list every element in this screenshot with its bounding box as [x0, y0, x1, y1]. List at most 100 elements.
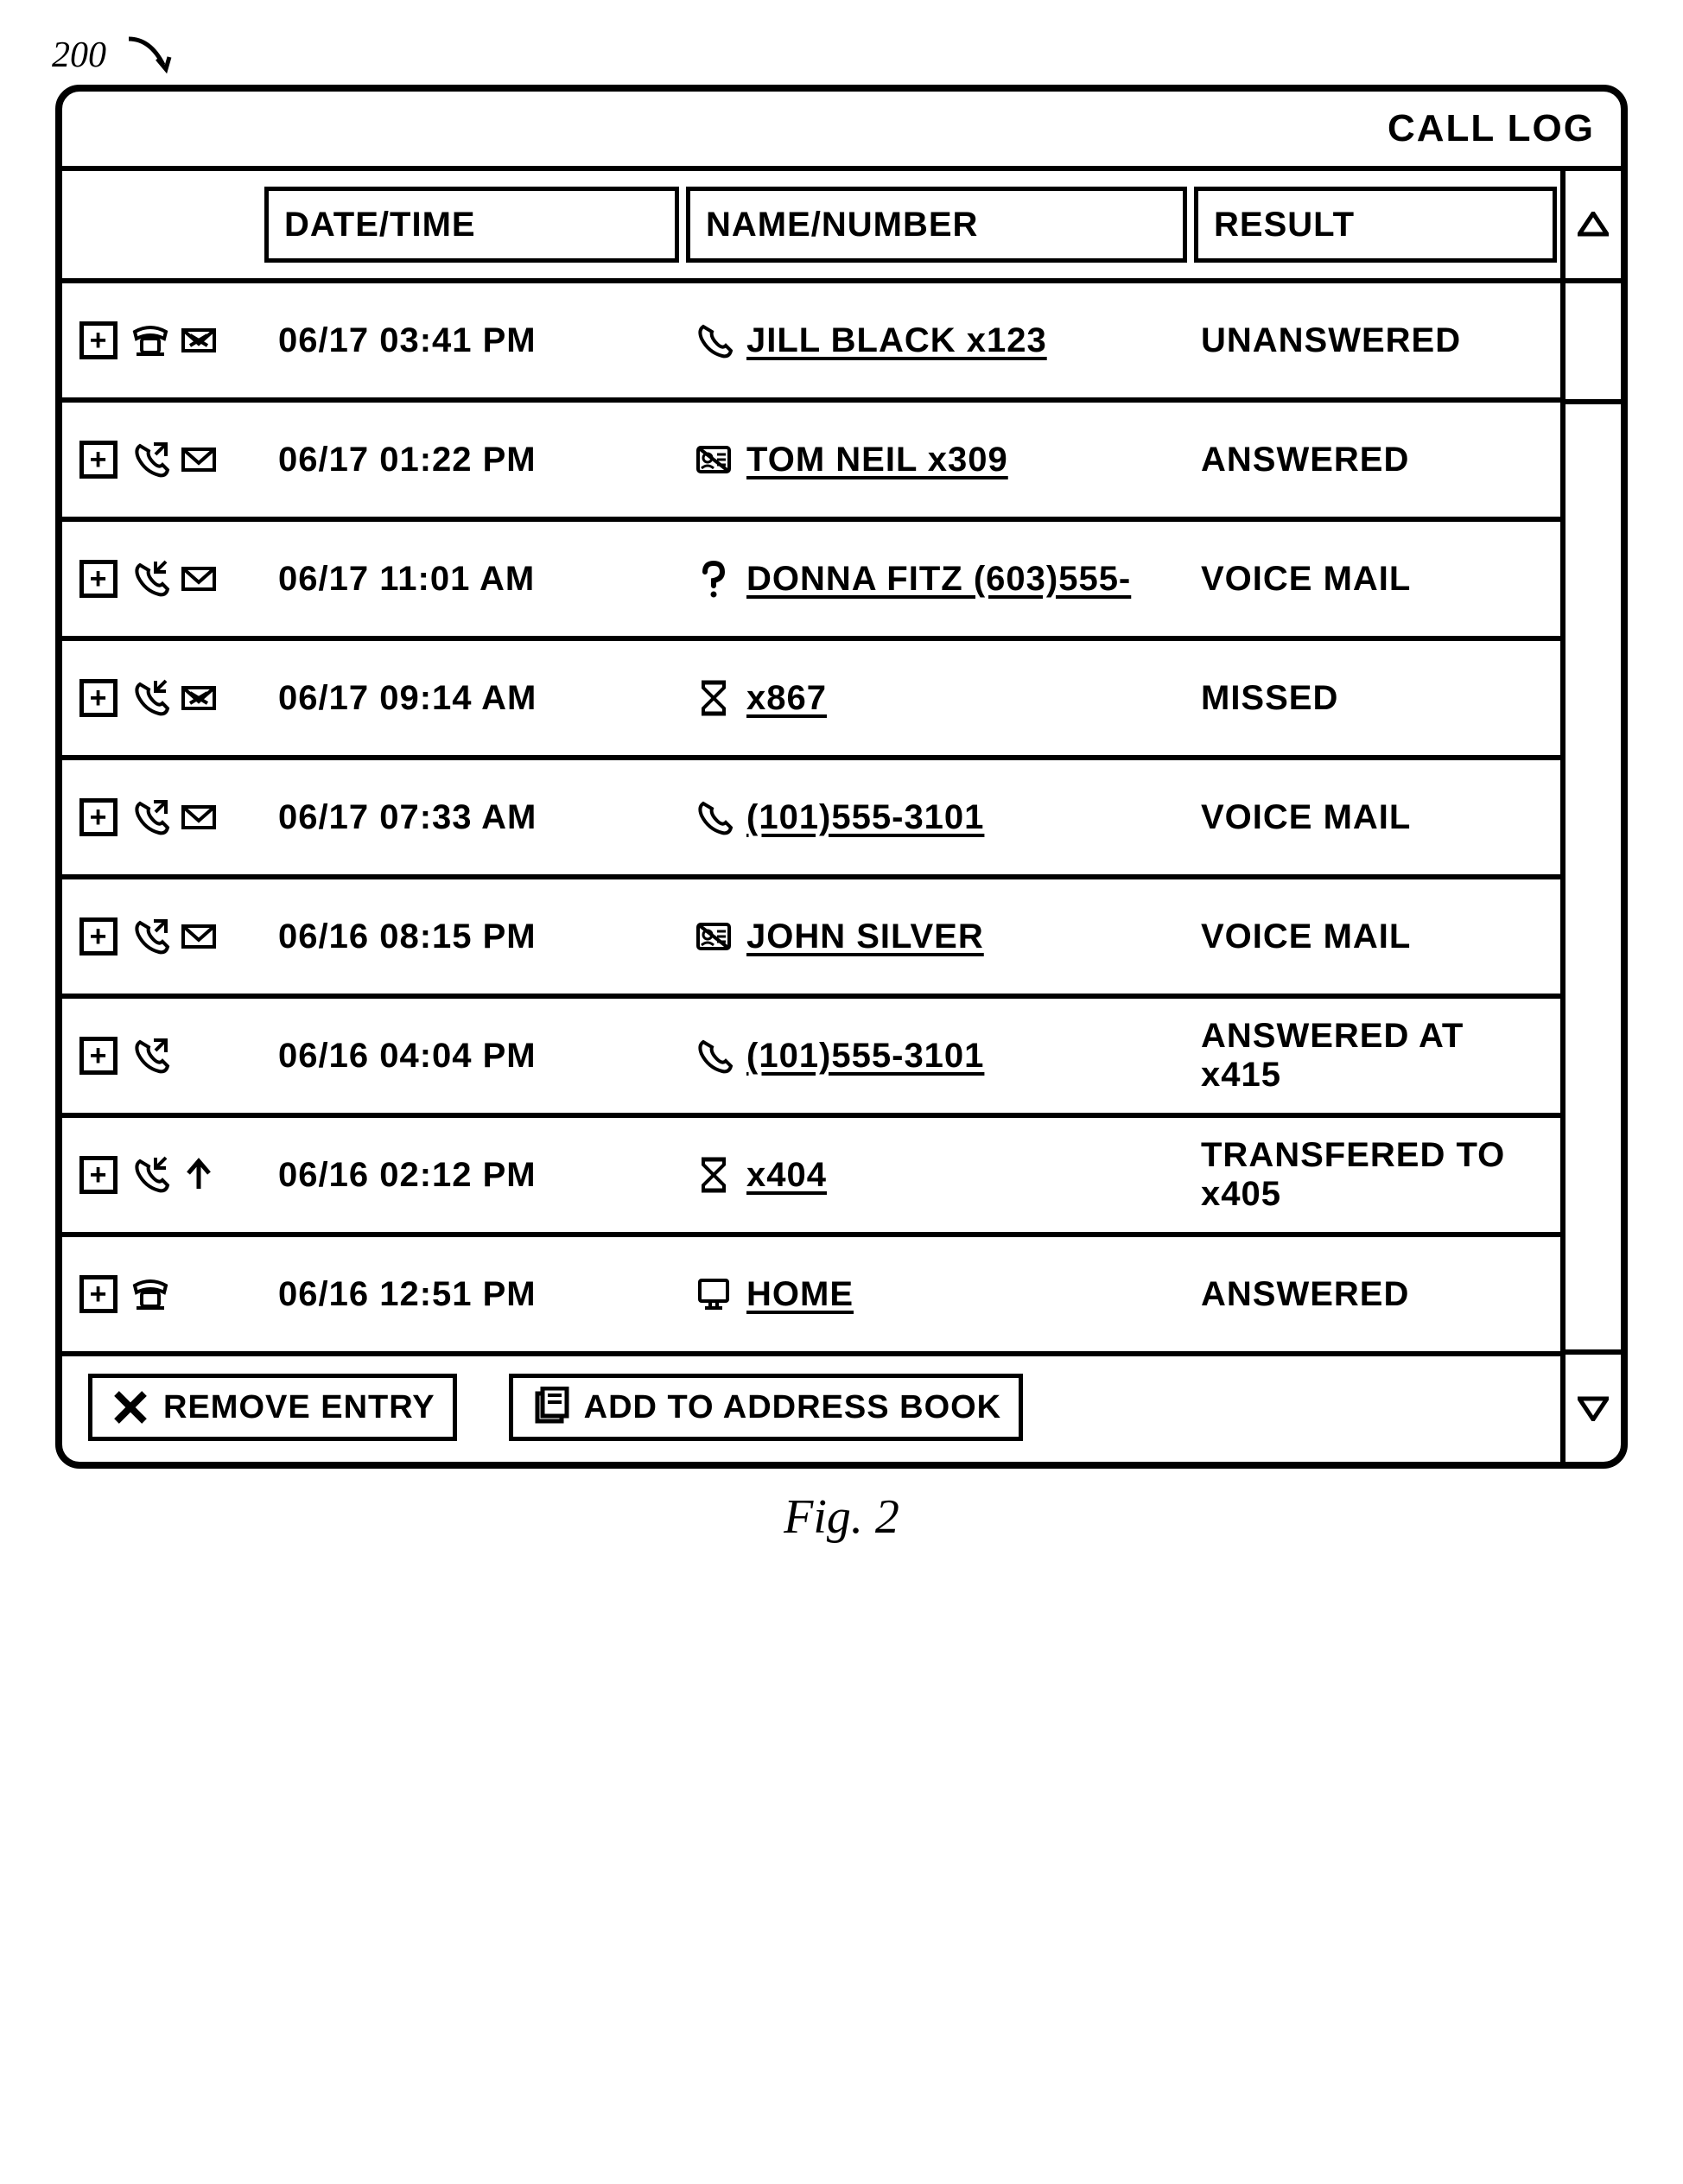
- row-icons: +: [69, 320, 268, 361]
- row-date: 06/16 12:51 PM: [268, 1275, 683, 1314]
- handset-out-icon: [130, 916, 171, 957]
- arrow-up-icon: [178, 1154, 219, 1196]
- row-date: 06/17 01:22 PM: [268, 441, 683, 479]
- row-name[interactable]: (101)555-3101: [683, 797, 1191, 838]
- add-to-address-book-button[interactable]: ADD TO ADDRESS BOOK: [509, 1374, 1023, 1441]
- row-icons: +: [69, 1154, 268, 1196]
- mail-x-icon: [178, 320, 219, 361]
- call-log-main: DATE/TIME NAME/NUMBER RESULT +06/17 03:4…: [62, 171, 1560, 1462]
- row-name[interactable]: x404: [683, 1154, 1191, 1196]
- header-result[interactable]: RESULT: [1194, 187, 1557, 263]
- vertical-scrollbar[interactable]: [1560, 171, 1621, 1462]
- expand-button[interactable]: +: [79, 321, 117, 359]
- mail-icon: [178, 916, 219, 957]
- call-log-row[interactable]: +06/17 07:33 AM (101)555-3101 VOICE MAIL: [62, 760, 1560, 879]
- handset-icon: [693, 320, 734, 361]
- header-name[interactable]: NAME/NUMBER: [686, 187, 1187, 263]
- call-log-row[interactable]: +06/17 11:01 AM DONNA FITZ (603)555- VOICE…: [62, 522, 1560, 641]
- table-header: DATE/TIME NAME/NUMBER RESULT: [62, 171, 1560, 283]
- expand-button[interactable]: +: [79, 679, 117, 717]
- name-text: DONNA FITZ (603)555-: [746, 560, 1131, 599]
- name-text: (101)555-3101: [746, 798, 984, 837]
- figure-reference: 200: [52, 35, 1648, 78]
- row-name[interactable]: x867: [683, 677, 1191, 719]
- row-name[interactable]: TOM NEIL x309: [683, 439, 1191, 480]
- monitor-icon: [693, 1273, 734, 1315]
- row-result: VOICE MAIL: [1191, 560, 1553, 599]
- row-result: TRANSFERED TO x405: [1191, 1136, 1553, 1214]
- remove-entry-button[interactable]: REMOVE ENTRY: [88, 1374, 457, 1441]
- row-date: 06/16 02:12 PM: [268, 1156, 683, 1195]
- question-icon: [693, 558, 734, 600]
- expand-button[interactable]: +: [79, 1037, 117, 1075]
- row-date: 06/17 07:33 AM: [268, 798, 683, 837]
- handset-in-icon: [130, 1154, 171, 1196]
- expand-button[interactable]: +: [79, 560, 117, 598]
- handset-icon: [693, 797, 734, 838]
- mail-icon: [178, 797, 219, 838]
- handset-out-icon: [130, 797, 171, 838]
- call-log-row[interactable]: +06/16 08:15 PM JOHN SILVER VOICE MAIL: [62, 879, 1560, 999]
- call-log-row[interactable]: +06/17 01:22 PM TOM NEIL x309 ANSWERED: [62, 403, 1560, 522]
- mail-icon: [178, 439, 219, 480]
- x-icon: [110, 1387, 151, 1428]
- row-result: VOICE MAIL: [1191, 798, 1553, 837]
- row-name[interactable]: HOME: [683, 1273, 1191, 1315]
- row-date: 06/17 11:01 AM: [268, 560, 683, 599]
- name-text: x867: [746, 679, 827, 718]
- handset-out-icon: [130, 439, 171, 480]
- call-log-row[interactable]: +06/17 09:14 AM x867 MISSED: [62, 641, 1560, 760]
- name-text: JILL BLACK x123: [746, 321, 1047, 360]
- row-date: 06/17 03:41 PM: [268, 321, 683, 360]
- row-result: VOICE MAIL: [1191, 917, 1553, 956]
- expand-button[interactable]: +: [79, 917, 117, 956]
- scroll-down-button[interactable]: [1566, 1349, 1621, 1462]
- call-log-row[interactable]: +06/16 04:04 PM(101)555-3101ANSWERED AT …: [62, 999, 1560, 1118]
- row-name[interactable]: DONNA FITZ (603)555-: [683, 558, 1191, 600]
- expand-button[interactable]: +: [79, 1156, 117, 1194]
- row-icons: +: [69, 1035, 268, 1076]
- row-icons: +: [69, 797, 268, 838]
- row-name[interactable]: (101)555-3101: [683, 1035, 1191, 1076]
- name-text: TOM NEIL x309: [746, 441, 1008, 479]
- row-result: ANSWERED: [1191, 1275, 1553, 1314]
- row-icons: +: [69, 1273, 268, 1315]
- header-date[interactable]: DATE/TIME: [264, 187, 679, 263]
- row-date: 06/17 09:14 AM: [268, 679, 683, 718]
- call-log-row[interactable]: +06/16 12:51 PM HOME ANSWERED: [62, 1237, 1560, 1356]
- scroll-thumb[interactable]: [1566, 283, 1621, 404]
- row-name[interactable]: JILL BLACK x123: [683, 320, 1191, 361]
- scroll-up-button[interactable]: [1566, 171, 1621, 283]
- phone-desk-icon: [130, 320, 171, 361]
- handset-out-icon: [130, 1035, 171, 1076]
- handset-icon: [693, 1035, 734, 1076]
- mail-x-icon: [178, 677, 219, 719]
- row-result: ANSWERED AT x415: [1191, 1017, 1553, 1095]
- row-icons: +: [69, 439, 268, 480]
- window-title: CALL LOG: [62, 92, 1621, 171]
- hourglass-icon: [693, 1154, 734, 1196]
- expand-button[interactable]: +: [79, 441, 117, 479]
- name-text: HOME: [746, 1275, 854, 1314]
- call-log-window: CALL LOG DATE/TIME NAME/NUMBER RESULT +0…: [55, 85, 1628, 1469]
- handset-in-icon: [130, 558, 171, 600]
- name-text: JOHN SILVER: [746, 917, 984, 956]
- phone-desk-icon: [130, 1273, 171, 1315]
- figure-caption: Fig. 2: [35, 1489, 1648, 1545]
- footer-toolbar: REMOVE ENTRY ADD TO ADDRESS BOOK: [62, 1356, 1560, 1462]
- card-icon: [693, 916, 734, 957]
- scroll-track[interactable]: [1566, 283, 1621, 1349]
- mail-icon: [178, 558, 219, 600]
- hourglass-icon: [693, 677, 734, 719]
- row-date: 06/16 04:04 PM: [268, 1037, 683, 1076]
- row-result: MISSED: [1191, 679, 1553, 718]
- row-name[interactable]: JOHN SILVER: [683, 916, 1191, 957]
- call-log-row[interactable]: +06/17 03:41 PMJILL BLACK x123UNANSWERED: [62, 283, 1560, 403]
- expand-button[interactable]: +: [79, 798, 117, 836]
- handset-in-icon: [130, 677, 171, 719]
- expand-button[interactable]: +: [79, 1275, 117, 1313]
- row-date: 06/16 08:15 PM: [268, 917, 683, 956]
- row-result: ANSWERED: [1191, 441, 1553, 479]
- call-log-row[interactable]: +06/16 02:12 PMx404TRANSFERED TO x405: [62, 1118, 1560, 1237]
- row-icons: +: [69, 558, 268, 600]
